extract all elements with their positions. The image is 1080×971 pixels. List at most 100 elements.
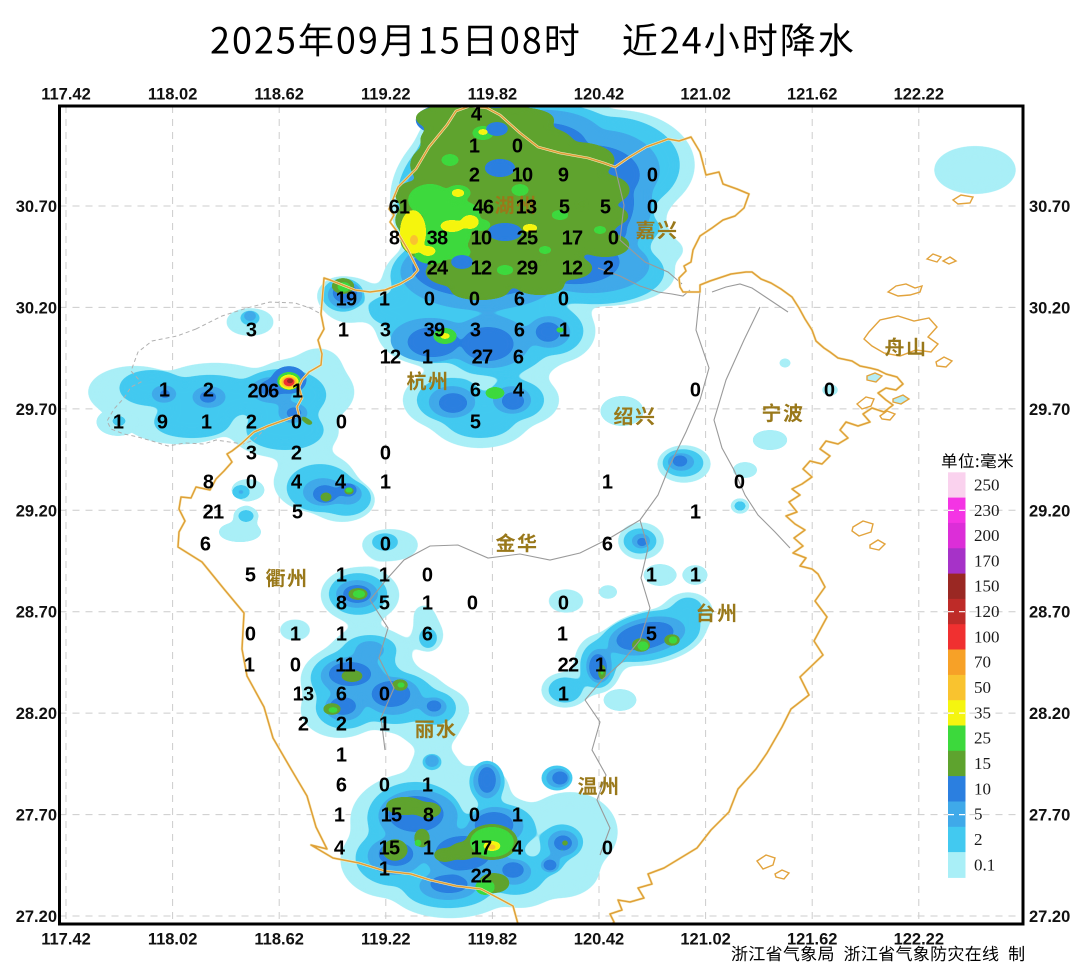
- svg-text:2: 2: [603, 258, 614, 280]
- svg-text:1: 1: [690, 565, 701, 587]
- svg-text:250: 250: [974, 476, 1000, 495]
- svg-text:1: 1: [423, 838, 434, 860]
- svg-text:117.42: 117.42: [41, 931, 91, 949]
- svg-text:11: 11: [335, 655, 355, 677]
- svg-text:6: 6: [514, 289, 525, 311]
- svg-text:4: 4: [471, 104, 483, 126]
- svg-text:4: 4: [291, 472, 303, 494]
- svg-text:121.62: 121.62: [787, 931, 837, 949]
- svg-text:1: 1: [379, 289, 390, 311]
- svg-text:0: 0: [469, 289, 480, 311]
- svg-text:8: 8: [203, 472, 214, 494]
- svg-text:5: 5: [600, 197, 611, 219]
- svg-text:200: 200: [974, 526, 1000, 545]
- svg-text:38: 38: [427, 228, 448, 250]
- svg-text:4: 4: [512, 838, 524, 860]
- svg-text:230: 230: [974, 501, 1000, 520]
- svg-text:0: 0: [379, 684, 390, 706]
- svg-text:17: 17: [471, 838, 492, 860]
- svg-text:0: 0: [246, 472, 257, 494]
- svg-text:12: 12: [380, 347, 401, 369]
- svg-text:1: 1: [113, 412, 124, 434]
- svg-text:5: 5: [470, 412, 481, 434]
- svg-text:27.70: 27.70: [16, 807, 57, 825]
- svg-text:2: 2: [336, 714, 347, 736]
- svg-text:0: 0: [602, 838, 613, 860]
- svg-text:1: 1: [595, 655, 606, 677]
- svg-text:0: 0: [291, 412, 302, 434]
- svg-text:29.20: 29.20: [16, 502, 57, 520]
- svg-text:2: 2: [469, 165, 480, 187]
- svg-text:1: 1: [558, 684, 569, 706]
- svg-text:1: 1: [379, 714, 390, 736]
- svg-text:9: 9: [157, 412, 168, 434]
- svg-text:17: 17: [562, 228, 583, 250]
- svg-text:1: 1: [336, 624, 347, 646]
- svg-text:15: 15: [974, 754, 991, 773]
- svg-text:1: 1: [379, 565, 390, 587]
- svg-text:27.70: 27.70: [1029, 807, 1070, 825]
- svg-text:6: 6: [513, 347, 524, 369]
- svg-text:121.02: 121.02: [680, 931, 730, 949]
- svg-text:117.42: 117.42: [41, 86, 91, 104]
- svg-text:1: 1: [512, 805, 523, 827]
- svg-text:6: 6: [602, 534, 613, 556]
- svg-text:1: 1: [422, 593, 433, 615]
- svg-text:30.20: 30.20: [1029, 299, 1070, 317]
- svg-text:24: 24: [427, 258, 449, 280]
- svg-text:0: 0: [424, 289, 435, 311]
- svg-text:30.70: 30.70: [16, 198, 57, 216]
- svg-text:1: 1: [244, 655, 255, 677]
- svg-text:120.42: 120.42: [574, 86, 624, 104]
- svg-text:25: 25: [974, 729, 991, 748]
- svg-text:2: 2: [203, 380, 214, 402]
- svg-text:39: 39: [424, 320, 445, 342]
- svg-text:25: 25: [517, 228, 538, 250]
- svg-text:1: 1: [201, 412, 212, 434]
- svg-text:4: 4: [335, 472, 347, 494]
- svg-text:0: 0: [734, 472, 745, 494]
- svg-text:119.82: 119.82: [468, 86, 518, 104]
- svg-text:5: 5: [646, 624, 657, 646]
- svg-text:5: 5: [292, 502, 303, 524]
- svg-text:0.1: 0.1: [974, 855, 995, 874]
- svg-text:0: 0: [380, 534, 391, 556]
- svg-text:0: 0: [336, 412, 347, 434]
- svg-text:2: 2: [246, 412, 257, 434]
- svg-text:118.62: 118.62: [254, 86, 304, 104]
- svg-text:118.02: 118.02: [148, 931, 198, 949]
- svg-text:6: 6: [336, 684, 347, 706]
- svg-text:0: 0: [558, 289, 569, 311]
- svg-text:50: 50: [974, 678, 991, 697]
- svg-text:28.20: 28.20: [1029, 705, 1070, 723]
- svg-text:35: 35: [974, 703, 991, 722]
- svg-text:0: 0: [824, 380, 835, 402]
- svg-text:27.20: 27.20: [1029, 908, 1070, 926]
- svg-text:12: 12: [562, 258, 583, 280]
- svg-text:6: 6: [514, 320, 525, 342]
- svg-text:10: 10: [974, 779, 991, 798]
- svg-text:15: 15: [381, 805, 402, 827]
- svg-text:5: 5: [379, 593, 390, 615]
- svg-text:0: 0: [512, 136, 523, 158]
- svg-text:8: 8: [423, 805, 434, 827]
- svg-text:6: 6: [336, 775, 347, 797]
- svg-text:1: 1: [336, 745, 347, 767]
- svg-text:121.62: 121.62: [787, 86, 837, 104]
- svg-text:119.22: 119.22: [361, 931, 411, 949]
- svg-text:27.20: 27.20: [16, 908, 57, 926]
- svg-text:28.70: 28.70: [1029, 604, 1070, 622]
- svg-text:1: 1: [469, 136, 480, 158]
- svg-text:0: 0: [245, 624, 256, 646]
- svg-text:118.62: 118.62: [254, 931, 304, 949]
- svg-text:13: 13: [516, 197, 537, 219]
- svg-text:4: 4: [334, 838, 346, 860]
- svg-text:1: 1: [602, 472, 613, 494]
- svg-text:29.20: 29.20: [1029, 502, 1070, 520]
- svg-text:1: 1: [334, 805, 345, 827]
- svg-text:6: 6: [422, 624, 433, 646]
- svg-text:22: 22: [471, 866, 492, 888]
- svg-text:29.70: 29.70: [16, 401, 57, 419]
- svg-text:170: 170: [974, 551, 1000, 570]
- svg-text:6: 6: [200, 534, 211, 556]
